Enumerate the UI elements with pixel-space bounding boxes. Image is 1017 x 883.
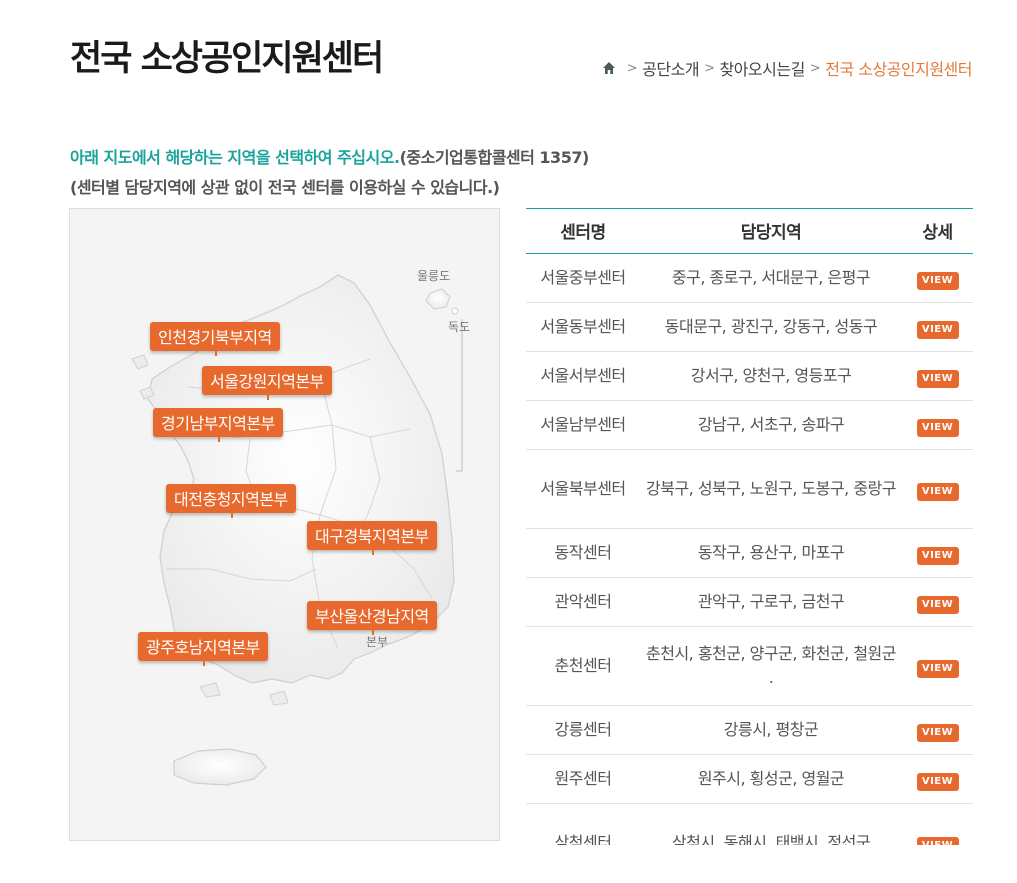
table-row: 원주센터 원주시, 횡성군, 영월군 VIEW xyxy=(526,754,973,804)
view-button[interactable]: VIEW xyxy=(916,271,959,290)
table-row: 관악센터 관악구, 구로구, 금천구 VIEW xyxy=(526,577,973,627)
center-area: 동작구, 용산구, 마포구 xyxy=(640,528,902,578)
dokdo-label: 독도 xyxy=(448,320,471,334)
view-button[interactable]: VIEW xyxy=(916,482,959,501)
breadcrumb-item-about[interactable]: 공단소개 xyxy=(642,60,700,79)
table-row: 서울남부센터 강남구, 서초구, 송파구 VIEW xyxy=(526,400,973,450)
breadcrumb-current: 전국 소상공인지원센터 xyxy=(825,60,972,79)
breadcrumb: > 공단소개 > 찾아오시는길 > 전국 소상공인지원센터 xyxy=(602,56,972,80)
view-button[interactable]: VIEW xyxy=(916,320,959,339)
center-area: 관악구, 구로구, 금천구 xyxy=(640,577,902,627)
center-area: 강남구, 서초구, 송파구 xyxy=(640,400,902,450)
breadcrumb-item-directions[interactable]: 찾아오시는길 xyxy=(719,60,805,79)
center-area: 강서구, 양천구, 영등포구 xyxy=(640,351,902,401)
table-row: 서울중부센터 중구, 종로구, 서대문구, 은평구 VIEW xyxy=(526,253,973,303)
table-row: 춘천센터 춘천시, 홍천군, 양구군, 화천군, 철원군 . VIEW xyxy=(526,626,973,706)
view-button[interactable]: VIEW xyxy=(916,369,959,388)
center-name: 서울남부센터 xyxy=(526,400,640,450)
center-name: 서울동부센터 xyxy=(526,302,640,352)
breadcrumb-separator: > xyxy=(626,60,638,76)
region-seoul-gangwon[interactable]: 서울강원지역본부 xyxy=(202,366,332,400)
table-row: 서울서부센터 강서구, 양천구, 영등포구 VIEW xyxy=(526,351,973,401)
intro-highlight: 아래 지도에서 해당하는 지역을 선택하여 주십시오. xyxy=(70,148,400,167)
table-row: 서울북부센터 강북구, 성북구, 노원구, 도봉구, 중랑구 VIEW xyxy=(526,449,973,529)
center-name: 서울중부센터 xyxy=(526,253,640,303)
header-detail: 상세 xyxy=(902,209,973,254)
center-area: 원주시, 횡성군, 영월군 xyxy=(640,754,902,804)
region-incheon-gyeonggi-north[interactable]: 인천경기북부지역 xyxy=(150,322,280,356)
ulleungdo-label: 울릉도 xyxy=(417,269,451,283)
center-name: 삼척센터 xyxy=(526,803,640,845)
region-daejeon-chungcheong[interactable]: 대전충청지역본부 xyxy=(166,484,296,518)
region-gyeonggi-south[interactable]: 경기남부지역본부 xyxy=(153,408,283,442)
home-icon[interactable] xyxy=(602,61,616,75)
page-title: 전국 소상공인지원센터 xyxy=(70,39,384,79)
header-area: 담당지역 xyxy=(640,209,902,254)
call-center-text: (중소기업통합콜센터 1357) xyxy=(399,148,590,167)
center-area: 동대문구, 광진구, 강동구, 성동구 xyxy=(640,302,902,352)
center-area: 춘천시, 홍천군, 양구군, 화천군, 철원군 . xyxy=(640,626,902,706)
view-button[interactable]: VIEW xyxy=(916,659,959,678)
breadcrumb-separator: > xyxy=(809,60,821,76)
region-busan-ulsan-gyeongnam[interactable]: 부산울산경남지역 xyxy=(307,601,437,635)
center-area: 강북구, 성북구, 노원구, 도봉구, 중랑구 xyxy=(640,449,902,529)
table-row: 서울동부센터 동대문구, 광진구, 강동구, 성동구 VIEW xyxy=(526,302,973,352)
map-partial-label: 본부 xyxy=(366,635,389,649)
region-daegu-gyeongbuk[interactable]: 대구경북지역본부 xyxy=(307,521,437,555)
breadcrumb-separator: > xyxy=(704,60,715,76)
intro-note: (센터별 담당지역에 상관 없이 전국 센터를 이용하실 수 있습니다.) xyxy=(70,178,500,197)
center-name: 춘천센터 xyxy=(526,626,640,706)
table-row: 강릉센터 강릉시, 평창군 VIEW xyxy=(526,705,973,755)
center-name: 강릉센터 xyxy=(526,705,640,755)
center-name: 관악센터 xyxy=(526,577,640,627)
center-table: 센터명 담당지역 상세 서울중부센터 중구, 종로구, 서대문구, 은평구 VI… xyxy=(526,208,973,845)
view-button[interactable]: VIEW xyxy=(916,836,959,845)
table-row: 동작센터 동작구, 용산구, 마포구 VIEW xyxy=(526,528,973,578)
view-button[interactable]: VIEW xyxy=(916,546,959,565)
table-row: 삼척센터 삼척시, 동해시, 태백시, 정선군 VIEW xyxy=(526,803,973,845)
center-area: 강릉시, 평창군 xyxy=(640,705,902,755)
header-center-name: 센터명 xyxy=(526,209,640,254)
intro-text: 아래 지도에서 해당하는 지역을 선택하여 주십시오.(중소기업통합콜센터 13… xyxy=(70,143,589,203)
region-gwangju-honam[interactable]: 광주호남지역본부 xyxy=(138,632,268,666)
view-button[interactable]: VIEW xyxy=(916,723,959,742)
view-button[interactable]: VIEW xyxy=(916,595,959,614)
center-name: 동작센터 xyxy=(526,528,640,578)
center-name: 원주센터 xyxy=(526,754,640,804)
center-name: 서울서부센터 xyxy=(526,351,640,401)
view-button[interactable]: VIEW xyxy=(916,772,959,791)
center-area: 삼척시, 동해시, 태백시, 정선군 xyxy=(640,803,902,845)
view-button[interactable]: VIEW xyxy=(916,418,959,437)
center-area: 중구, 종로구, 서대문구, 은평구 xyxy=(640,253,902,303)
korea-map: 울릉도 독도 본부 인천경기북부지역 서울강원지역본부 경기남부지역본부 대전충… xyxy=(69,208,500,841)
center-name: 서울북부센터 xyxy=(526,449,640,529)
